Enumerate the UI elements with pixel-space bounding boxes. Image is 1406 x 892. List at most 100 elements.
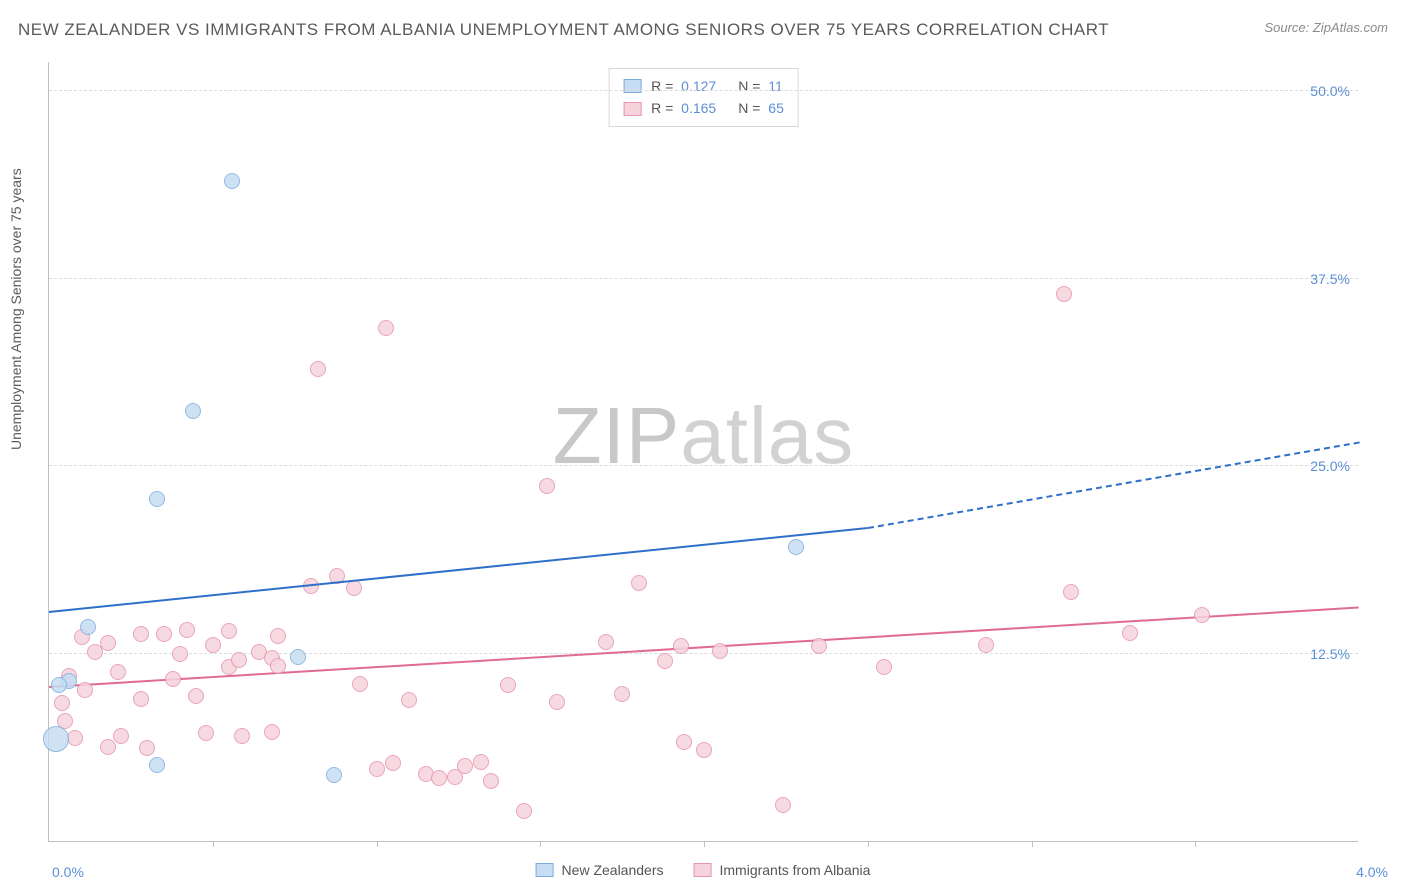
- data-point: [165, 671, 181, 687]
- data-point: [1056, 286, 1072, 302]
- data-point: [234, 728, 250, 744]
- data-point: [614, 686, 630, 702]
- data-point: [149, 491, 165, 507]
- data-point: [172, 646, 188, 662]
- trend-line: [49, 607, 1359, 688]
- data-point: [673, 638, 689, 654]
- data-point: [1063, 584, 1079, 600]
- data-point: [775, 797, 791, 813]
- x-tickmark: [377, 841, 378, 847]
- data-point: [539, 478, 555, 494]
- legend-swatch: [623, 102, 641, 116]
- data-point: [51, 677, 67, 693]
- data-point: [310, 361, 326, 377]
- data-point: [188, 688, 204, 704]
- data-point: [133, 691, 149, 707]
- gridline: [49, 465, 1358, 466]
- source-label: Source: ZipAtlas.com: [1264, 20, 1388, 35]
- data-point: [369, 761, 385, 777]
- r-value: 0.127: [677, 78, 716, 94]
- y-tick-label: 25.0%: [1310, 458, 1350, 474]
- data-point: [205, 637, 221, 653]
- data-point: [788, 539, 804, 555]
- gridline: [49, 278, 1358, 279]
- data-point: [483, 773, 499, 789]
- data-point: [657, 653, 673, 669]
- gridline: [49, 653, 1358, 654]
- data-point: [185, 403, 201, 419]
- legend-series-label: New Zealanders: [562, 862, 664, 878]
- data-point: [43, 726, 69, 752]
- data-point: [139, 740, 155, 756]
- legend-series-item: Immigrants from Albania: [693, 862, 870, 878]
- data-point: [473, 754, 489, 770]
- data-point: [133, 626, 149, 642]
- x-tickmark: [540, 841, 541, 847]
- data-point: [1194, 607, 1210, 623]
- data-point: [149, 757, 165, 773]
- data-point: [811, 638, 827, 654]
- data-point: [54, 695, 70, 711]
- x-axis-max-label: 4.0%: [1356, 864, 1388, 880]
- data-point: [67, 730, 83, 746]
- data-point: [431, 770, 447, 786]
- watermark: ZIPatlas: [553, 390, 854, 482]
- data-point: [326, 767, 342, 783]
- data-point: [270, 628, 286, 644]
- legend-swatch: [693, 863, 711, 877]
- data-point: [378, 320, 394, 336]
- data-point: [231, 652, 247, 668]
- legend-swatch: [623, 79, 641, 93]
- legend-swatch: [536, 863, 554, 877]
- data-point: [270, 658, 286, 674]
- legend-stat-row: R = 0.127 N = 11: [623, 75, 784, 97]
- data-point: [549, 694, 565, 710]
- n-value: 11: [764, 78, 782, 94]
- data-point: [401, 692, 417, 708]
- chart-title: NEW ZEALANDER VS IMMIGRANTS FROM ALBANIA…: [18, 20, 1109, 40]
- data-point: [100, 635, 116, 651]
- y-tick-label: 12.5%: [1310, 646, 1350, 662]
- data-point: [696, 742, 712, 758]
- y-tick-label: 37.5%: [1310, 271, 1350, 287]
- legend-series-item: New Zealanders: [536, 862, 664, 878]
- data-point: [100, 739, 116, 755]
- r-label: R = 0.127: [651, 75, 716, 97]
- data-point: [978, 637, 994, 653]
- x-tickmark: [213, 841, 214, 847]
- data-point: [1122, 625, 1138, 641]
- r-label: R = 0.165: [651, 97, 716, 119]
- data-point: [264, 724, 280, 740]
- data-point: [352, 676, 368, 692]
- data-point: [712, 643, 728, 659]
- x-tickmark: [1032, 841, 1033, 847]
- x-tickmark: [1195, 841, 1196, 847]
- data-point: [500, 677, 516, 693]
- data-point: [110, 664, 126, 680]
- data-point: [457, 758, 473, 774]
- data-point: [290, 649, 306, 665]
- n-label: N = 11: [738, 75, 783, 97]
- data-point: [598, 634, 614, 650]
- y-axis-label: Unemployment Among Seniors over 75 years: [8, 168, 24, 450]
- trend-line-extrapolated: [868, 442, 1360, 529]
- n-label: N = 65: [738, 97, 784, 119]
- data-point: [516, 803, 532, 819]
- data-point: [224, 173, 240, 189]
- data-point: [77, 682, 93, 698]
- y-tick-label: 50.0%: [1310, 83, 1350, 99]
- data-point: [198, 725, 214, 741]
- legend-stats: R = 0.127 N = 11 R = 0.165 N = 65: [608, 68, 799, 127]
- trend-line: [49, 527, 868, 613]
- chart-header: NEW ZEALANDER VS IMMIGRANTS FROM ALBANIA…: [18, 20, 1388, 40]
- data-point: [631, 575, 647, 591]
- x-axis-min-label: 0.0%: [52, 864, 84, 880]
- data-point: [876, 659, 892, 675]
- data-point: [179, 622, 195, 638]
- plot-area: ZIPatlas R = 0.127N = 11R = 0.165N = 65 …: [48, 62, 1358, 842]
- x-tickmark: [868, 841, 869, 847]
- data-point: [113, 728, 129, 744]
- legend-stat-row: R = 0.165 N = 65: [623, 97, 784, 119]
- gridline: [49, 90, 1358, 91]
- legend-series-label: Immigrants from Albania: [719, 862, 870, 878]
